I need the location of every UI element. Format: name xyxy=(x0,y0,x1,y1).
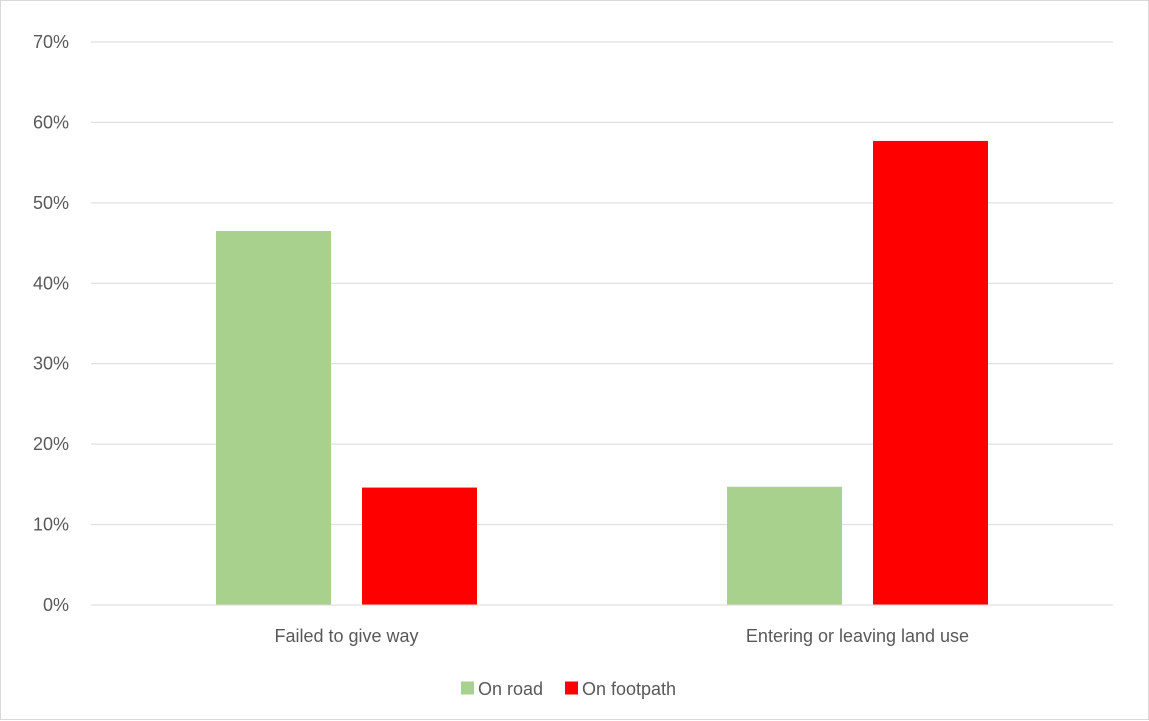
legend-swatch xyxy=(461,681,474,695)
y-tick-label: 70% xyxy=(33,32,69,52)
y-axis-labels: 0% 10% 20% 30% 40% 50% 60% 70% xyxy=(33,32,69,615)
x-axis-labels: Failed to give way Entering or leaving la… xyxy=(274,626,969,646)
y-tick-label: 0% xyxy=(43,595,69,615)
bars xyxy=(216,140,988,606)
y-tick-label: 20% xyxy=(33,434,69,454)
y-tick-label: 60% xyxy=(33,112,69,132)
y-tick-label: 40% xyxy=(33,273,69,293)
bar-on-footpath xyxy=(873,140,988,606)
bar-on-road xyxy=(216,231,331,605)
y-tick-label: 10% xyxy=(33,515,69,535)
bar-on-road xyxy=(727,486,842,605)
x-category-label: Failed to give way xyxy=(274,626,418,646)
legend-label: On footpath xyxy=(582,679,676,699)
legend-label: On road xyxy=(478,679,543,699)
x-category-label: Entering or leaving land use xyxy=(746,626,969,646)
legend: On road On footpath xyxy=(461,679,676,699)
y-tick-label: 30% xyxy=(33,354,69,374)
y-tick-label: 50% xyxy=(33,193,69,213)
bar-on-footpath xyxy=(362,487,477,605)
legend-swatch xyxy=(565,681,578,695)
